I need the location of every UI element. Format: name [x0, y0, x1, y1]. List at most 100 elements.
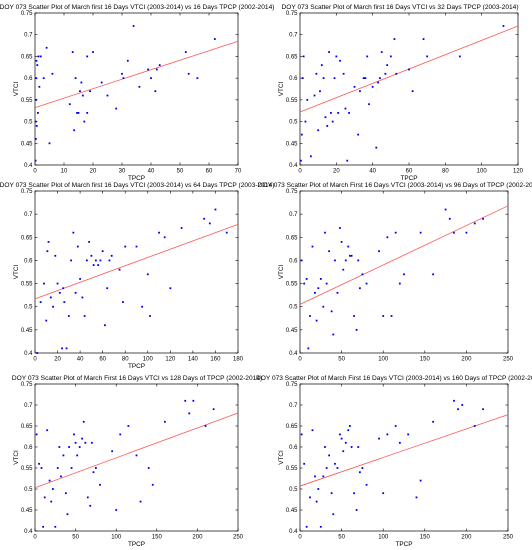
- data-point: [61, 347, 63, 350]
- data-point: [359, 287, 361, 290]
- chart-panel: DOY 073 Scatter Plot of March First 16 D…: [258, 182, 532, 363]
- data-point: [359, 471, 361, 474]
- data-point: [82, 420, 85, 423]
- x-tick-label: 60: [206, 169, 213, 175]
- data-point: [51, 488, 54, 490]
- data-point: [315, 500, 318, 503]
- x-tick-label: 150: [420, 357, 431, 363]
- y-tick-label: 0.65: [286, 235, 298, 241]
- data-point: [150, 77, 152, 80]
- data-point: [83, 315, 86, 317]
- data-point: [357, 259, 360, 262]
- y-tick-label: 0.55: [286, 282, 298, 288]
- data-point: [380, 51, 383, 53]
- data-point: [45, 319, 48, 322]
- data-point: [35, 98, 38, 101]
- x-tick-label: 250: [233, 535, 244, 541]
- data-point: [303, 462, 306, 465]
- y-tick-label: 0.7: [289, 403, 298, 409]
- data-point: [322, 475, 325, 478]
- data-point: [64, 492, 67, 495]
- y-tick-label: 0.7: [24, 403, 33, 409]
- data-point: [126, 59, 129, 62]
- data-point: [329, 111, 332, 114]
- y-tick-label: 0.6: [289, 258, 298, 264]
- x-tick-label: 50: [338, 535, 345, 541]
- data-point: [225, 231, 228, 234]
- data-point: [386, 64, 389, 67]
- data-point: [83, 120, 86, 123]
- data-point: [386, 433, 389, 436]
- x-tick-label: 0: [33, 169, 37, 175]
- data-point: [119, 433, 122, 436]
- data-point: [163, 236, 166, 239]
- data-point: [35, 59, 38, 62]
- data-point: [379, 77, 381, 80]
- x-tick-label: 250: [503, 535, 514, 541]
- data-point: [85, 259, 88, 262]
- data-point: [448, 217, 451, 220]
- data-point: [348, 111, 350, 114]
- data-point: [115, 509, 118, 511]
- y-axis-label: VTCI: [13, 450, 20, 465]
- data-point: [457, 408, 459, 411]
- data-point: [319, 278, 322, 280]
- data-point: [303, 282, 306, 285]
- y-tick-label: 0.5: [24, 305, 33, 311]
- data-point: [111, 450, 114, 453]
- y-tick-label: 0.6: [24, 445, 33, 451]
- data-point: [104, 324, 106, 327]
- data-point: [38, 85, 41, 88]
- data-point: [314, 475, 316, 478]
- data-point: [301, 77, 304, 80]
- data-point: [77, 111, 80, 114]
- data-point: [473, 222, 476, 225]
- data-point: [432, 420, 435, 423]
- x-axis-label: TPCP: [400, 175, 417, 182]
- x-tick-label: 0: [298, 357, 302, 363]
- data-point: [36, 64, 39, 67]
- data-point: [324, 231, 326, 234]
- data-point: [204, 425, 207, 427]
- data-point: [192, 399, 195, 402]
- data-point: [317, 287, 320, 290]
- data-point: [432, 273, 435, 276]
- data-point: [336, 467, 339, 469]
- data-point: [54, 254, 57, 257]
- data-point: [365, 282, 368, 285]
- y-tick-label: 0.45: [286, 141, 298, 147]
- data-point: [366, 55, 369, 58]
- data-point: [89, 90, 91, 93]
- data-point: [51, 72, 54, 75]
- data-point: [74, 291, 77, 294]
- data-point: [453, 231, 455, 234]
- data-point: [375, 146, 378, 149]
- y-tick-label: 0.6: [24, 258, 33, 264]
- y-tick-label: 0.75: [286, 189, 298, 195]
- data-point: [184, 51, 187, 53]
- data-point: [394, 425, 397, 427]
- data-point: [355, 509, 358, 511]
- data-point: [344, 259, 347, 262]
- x-tick-label: 30: [119, 169, 126, 175]
- data-point: [78, 446, 81, 448]
- data-point: [324, 116, 327, 119]
- data-point: [482, 217, 484, 220]
- y-axis-label: VTCI: [278, 450, 285, 465]
- data-point: [300, 133, 303, 136]
- data-point: [382, 315, 385, 317]
- data-point: [325, 282, 328, 285]
- y-tick-label: 0.6: [24, 76, 33, 82]
- data-point: [311, 245, 314, 248]
- plot-frame: [299, 383, 509, 532]
- data-point: [314, 291, 316, 294]
- chart-panel: DOY 073 Scatter Plot of March First 16 D…: [256, 375, 532, 548]
- x-tick-label: 120: [513, 169, 524, 175]
- data-point: [300, 159, 302, 162]
- data-point: [62, 454, 65, 457]
- data-point: [309, 315, 311, 317]
- data-point: [357, 446, 360, 448]
- data-point: [368, 103, 370, 106]
- data-point: [353, 315, 355, 317]
- x-tick-label: 50: [338, 357, 345, 363]
